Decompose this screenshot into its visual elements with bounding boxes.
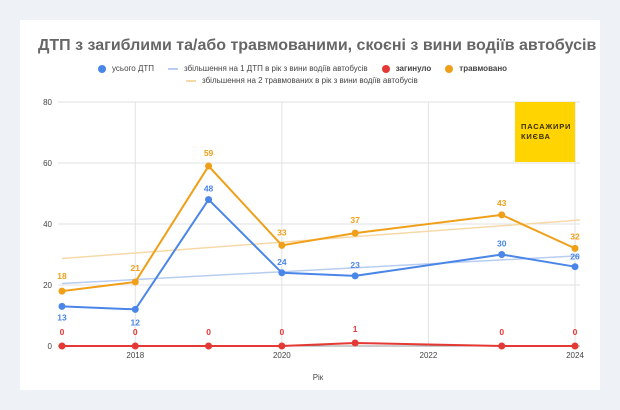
data-label: 23 [350,260,360,270]
legend-row-2: збільшення на 2 травмованих в рік з вини… [186,76,432,85]
data-point [131,342,139,350]
y-tick-label: 80 [43,98,52,107]
data-label: 12 [131,317,141,327]
data-point [571,342,579,350]
pasazhyry-kyieva-logo: ПАСАЖИРИ КИЄВА [515,102,575,162]
data-point [205,162,213,170]
data-point [351,272,359,280]
data-label: 0 [279,327,284,337]
data-point [498,251,506,258]
legend-label: загинуло [395,64,432,73]
y-tick-label: 40 [43,220,52,229]
data-label: 0 [60,327,65,337]
data-label: 33 [277,227,287,237]
data-point [58,302,66,310]
data-label: 32 [570,231,580,241]
data-label: 0 [206,327,211,337]
data-label: 0 [133,327,138,337]
x-tick-label: 2024 [566,351,584,360]
data-label: 18 [57,271,67,281]
data-point [351,229,359,237]
legend-marker-icon [381,64,390,73]
legend-item-trend2[interactable]: збільшення на 2 травмованих в рік з вини… [186,76,418,85]
data-label: 13 [57,312,67,322]
data-label: 21 [131,263,141,273]
data-point [498,342,506,350]
legend-label: травмовано [459,64,508,73]
data-label: 43 [497,198,507,208]
data-point [58,287,66,295]
data-point [58,342,66,350]
data-point [131,305,139,313]
x-tick-label: 2022 [420,351,438,360]
legend-row-1: усього ДТП збільшення на 1 ДТП в рік з в… [98,64,521,73]
y-tick-label: 60 [43,159,52,168]
legend-item-total[interactable]: усього ДТП [98,64,154,73]
data-point [278,269,286,277]
x-tick-label: 2020 [273,351,291,360]
legend-item-killed[interactable]: загинуло [381,64,432,73]
data-label: 0 [573,327,578,337]
data-label: 26 [570,252,580,262]
legend-item-injured[interactable]: травмовано [445,64,507,73]
data-point [278,342,286,350]
y-tick-label: 0 [48,342,53,351]
data-point [278,241,286,249]
data-label: 0 [499,327,504,337]
data-point [351,339,359,347]
data-label: 1 [353,324,358,334]
data-label: 24 [277,257,287,267]
legend-item-trend1[interactable]: збільшення на 1 ДТП в рік з вини водіїв … [168,64,368,73]
data-label: 59 [204,148,214,158]
y-tick-label: 20 [43,281,52,290]
legend-label: збільшення на 1 ДТП в рік з вини водіїв … [184,64,368,73]
data-point [131,278,139,286]
legend-marker-icon [98,64,106,73]
data-label: 48 [204,184,214,194]
data-point [571,263,579,271]
legend-line-icon [168,67,178,70]
data-point [571,244,579,252]
legend-label: збільшення на 2 травмованих в рік з вини… [202,76,418,85]
legend-label: усього ДТП [112,64,154,73]
data-point [205,196,213,204]
data-label: 30 [497,239,507,249]
legend-line-icon [186,79,196,82]
chart-card [20,20,600,390]
data-point [205,342,213,350]
x-axis-label: Рік [313,373,324,382]
x-tick-label: 2018 [126,351,144,360]
data-label: 37 [350,215,360,225]
data-point [498,211,506,219]
chart-title: ДТП з загиблими та/або травмованими, ско… [38,37,597,54]
legend-marker-icon [445,64,454,73]
trendline [61,255,581,285]
